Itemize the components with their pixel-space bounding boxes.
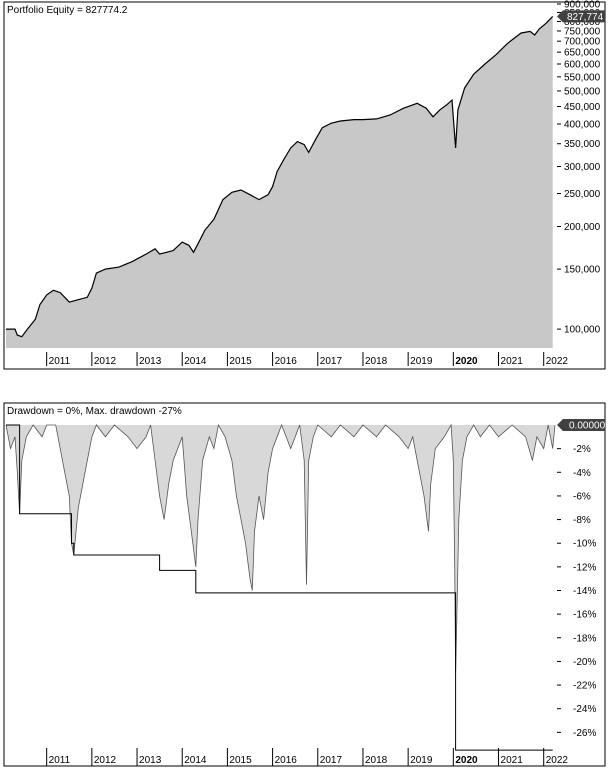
equity-title: Portfolio Equity = 827774.2 <box>7 5 128 16</box>
equity-x-tick-label: 2012 <box>94 356 117 367</box>
equity-y-tick-label: 100,000 <box>564 325 601 336</box>
equity-y-tick-label: 200,000 <box>564 222 601 233</box>
equity-y-tick-label: 650,000 <box>564 48 601 59</box>
drawdown-panel: Drawdown = 0%, Max. drawdown -27% -2% -4%… <box>3 402 606 767</box>
equity-last-value-label: 827,774 <box>567 12 604 23</box>
equity-y-tick-label: 900,000 <box>564 0 601 11</box>
equity-y-tick-label: 150,000 <box>564 265 601 276</box>
equity-plot-area <box>6 15 554 349</box>
drawdown-x-tick-label: 2021 <box>501 755 524 766</box>
equity-x-tick-label: 2021 <box>501 356 524 367</box>
drawdown-x-axis: 2011 2012 2013 2014 2015 2016 2017 2018 2019 2020… <box>46 748 569 766</box>
drawdown-y-tick-label: -26% <box>573 728 596 739</box>
equity-x-tick-label: 2011 <box>49 356 71 367</box>
equity-x-axis: 2011 2012 2013 2014 2015 2016 2017 2018 2019 2020… <box>46 352 569 367</box>
equity-x-tick-label: 2020 <box>455 356 478 367</box>
equity-y-tick-label: 350,000 <box>564 139 601 150</box>
equity-y-tick-label: 700,000 <box>564 37 601 48</box>
drawdown-y-tick-label: -10% <box>573 539 596 550</box>
equity-x-tick-label: 2019 <box>410 356 433 367</box>
drawdown-x-tick-label: 2017 <box>320 755 343 766</box>
drawdown-y-tick-label: -14% <box>573 586 596 597</box>
drawdown-y-tick-label: -24% <box>573 704 596 715</box>
equity-x-tick-label: 2013 <box>139 356 162 367</box>
drawdown-y-tick-label: -18% <box>573 633 596 644</box>
drawdown-x-tick-label: 2019 <box>410 755 433 766</box>
drawdown-y-tick-label: -12% <box>573 562 596 573</box>
drawdown-y-tick-label: -20% <box>573 657 596 668</box>
equity-x-tick-label: 2015 <box>229 356 252 367</box>
drawdown-x-tick-label: 2018 <box>365 755 388 766</box>
equity-x-tick-label: 2017 <box>320 356 343 367</box>
equity-x-tick-label: 2022 <box>546 356 569 367</box>
drawdown-last-value-marker: 0.00000 <box>557 419 606 432</box>
equity-y-tick-label: 550,000 <box>564 72 601 83</box>
drawdown-area <box>6 425 555 674</box>
equity-y-tick-label: 500,000 <box>564 86 601 97</box>
equity-y-tick-label: 250,000 <box>564 189 601 200</box>
drawdown-y-tick-label: -22% <box>573 681 596 692</box>
drawdown-y-tick-label: -8% <box>573 515 591 526</box>
drawdown-x-tick-label: 2020 <box>455 755 478 766</box>
max-drawdown-line <box>6 424 553 751</box>
equity-last-value-bg <box>557 10 605 23</box>
drawdown-y-axis: -2% -4% -6% -8% -10% -12% -14% -16% -18% -20% -22%… <box>557 444 596 739</box>
equity-x-tick-label: 2018 <box>365 356 388 367</box>
equity-y-tick-label: 600,000 <box>564 59 601 70</box>
drawdown-y-tick-label: -16% <box>573 610 596 621</box>
drawdown-y-tick-label: -2% <box>573 444 591 455</box>
equity-area <box>6 16 553 349</box>
drawdown-last-value-label: 0.00000 <box>569 421 606 432</box>
drawdown-y-tick-label: -4% <box>573 468 591 479</box>
equity-y-tick-label: 750,000 <box>564 26 601 37</box>
equity-y-tick-label: 800,000 <box>564 17 601 28</box>
drawdown-plot-area <box>5 423 556 751</box>
equity-last-value-marker: 827,774 <box>557 10 605 23</box>
equity-y-tick-label: 400,000 <box>564 119 601 130</box>
equity-line <box>6 15 554 338</box>
drawdown-x-tick-label: 2015 <box>229 755 252 766</box>
equity-x-tick-label: 2016 <box>275 356 298 367</box>
drawdown-title: Drawdown = 0%, Max. drawdown -27% <box>7 406 182 417</box>
drawdown-y-tick-label: -6% <box>573 491 591 502</box>
drawdown-x-tick-label: 2014 <box>184 755 207 766</box>
drawdown-x-tick-label: 2011 <box>49 755 71 766</box>
drawdown-x-tick-label: 2016 <box>275 755 298 766</box>
drawdown-last-value-bg <box>557 419 605 431</box>
equity-y-tick-label: 450,000 <box>564 102 601 113</box>
equity-y-tick-label: 300,000 <box>564 162 601 173</box>
drawdown-x-tick-label: 2022 <box>546 755 569 766</box>
equity-panel: Portfolio Equity = 827774.2 900,000850,0… <box>3 0 606 370</box>
drawdown-x-tick-label: 2012 <box>94 755 117 766</box>
drawdown-x-tick-label: 2013 <box>139 755 162 766</box>
equity-x-tick-label: 2014 <box>184 356 207 367</box>
